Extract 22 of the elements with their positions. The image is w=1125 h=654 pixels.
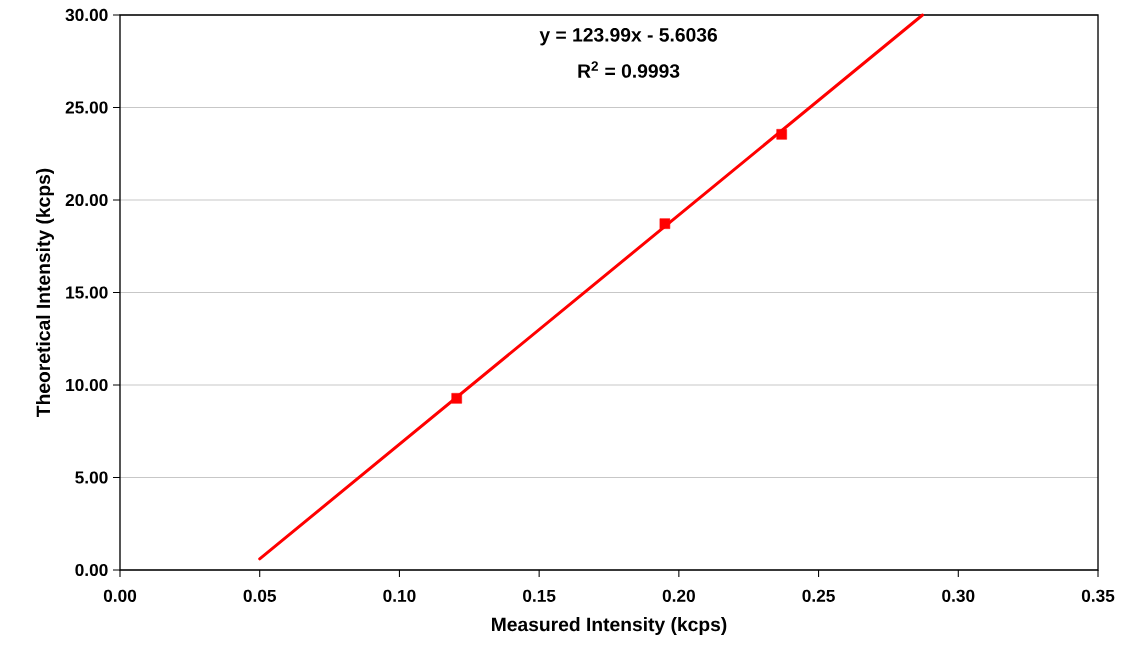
x-tick-label: 0.00 xyxy=(103,589,137,602)
y-tick-label: 25.00 xyxy=(65,101,108,114)
point xyxy=(776,129,787,140)
point xyxy=(659,218,671,229)
y-axis-title: Theoretical Intensity (kcps) xyxy=(36,168,54,417)
point xyxy=(451,393,462,404)
x-tick-label: 0.15 xyxy=(523,589,556,602)
x-tick-label: 0.20 xyxy=(662,589,695,602)
x-tick-label: 0.25 xyxy=(802,589,835,602)
y-tick-label: 30.00 xyxy=(65,8,108,22)
x-tick-label: 0.05 xyxy=(243,589,277,602)
x-tick-label: 0.30 xyxy=(942,589,975,602)
x-tick-label: 0.35 xyxy=(1081,589,1115,602)
y-tick-label: 10.00 xyxy=(66,378,108,392)
y-tick-label: 5.00 xyxy=(75,471,108,484)
y-tick-label: 15.00 xyxy=(66,286,108,299)
annotation: y = 123.99x - 5.6036 xyxy=(539,28,717,46)
y-tick-label: 0.00 xyxy=(75,563,108,577)
y-tick-label: 20.00 xyxy=(65,193,108,207)
x-axis-title: Measured Intensity (kcps) xyxy=(492,617,727,636)
annotation: R$^{2}$ = 0.9993 xyxy=(578,61,680,78)
x-tick-label: 0.10 xyxy=(383,589,416,602)
